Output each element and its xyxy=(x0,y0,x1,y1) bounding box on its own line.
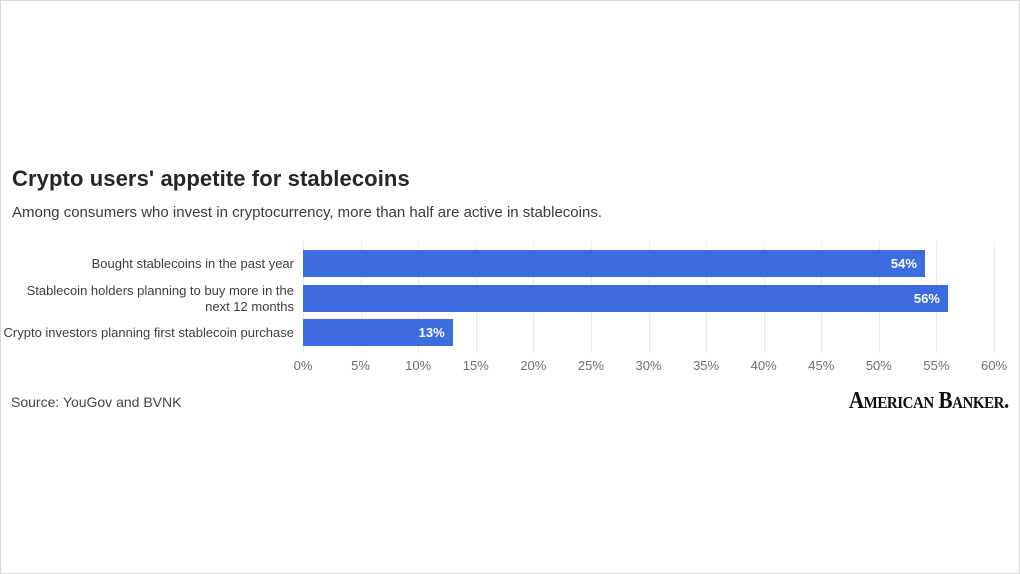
american-banker-logo: American Banker. xyxy=(848,388,1009,414)
category-label: Crypto investors planning first stableco… xyxy=(3,324,294,340)
bar: 13% xyxy=(303,319,453,346)
bar: 56% xyxy=(303,285,948,312)
x-axis-tick-label: 60% xyxy=(980,358,1008,373)
x-axis-tick-label: 25% xyxy=(577,358,604,373)
x-axis-tick-label: 35% xyxy=(693,358,720,373)
bar-value-label: 54% xyxy=(890,256,917,271)
x-axis-tick-label: 0% xyxy=(293,358,313,373)
x-axis-tick-label: 15% xyxy=(462,358,489,373)
x-axis-tick-label: 55% xyxy=(923,358,950,373)
bar-value-label: 13% xyxy=(418,325,445,340)
x-axis-tick-label: 5% xyxy=(351,358,370,373)
x-axis-tick-label: 30% xyxy=(635,358,662,373)
x-axis-tick-label: 40% xyxy=(750,358,777,373)
source-note: Source: YouGov and BVNK xyxy=(11,394,182,410)
x-axis-tick-label: 50% xyxy=(865,358,892,373)
bar-value-label: 56% xyxy=(913,291,940,306)
x-axis: 0% 5% 10% 15% 20% 25% 30% 35% 40% 45% 50% 55% 60% xyxy=(294,358,1007,376)
chart-subtitle: Among consumers who invest in cryptocurr… xyxy=(12,204,602,221)
category-label: Stablecoin holders planning to buy more … xyxy=(26,282,294,314)
plot-area: 54% 56% 13% xyxy=(303,241,995,353)
x-axis-tick-label: 45% xyxy=(808,358,835,373)
category-label: Bought stablecoins in the past year xyxy=(91,255,294,271)
bar: 54% xyxy=(303,250,925,277)
page-title: Crypto users' appetite for stablecoins xyxy=(12,166,410,191)
x-axis-tick-label: 10% xyxy=(405,358,432,373)
category-labels: Bought stablecoins in the past year Stabl… xyxy=(1,241,294,353)
gridline xyxy=(994,241,995,353)
bar-chart: Bought stablecoins in the past year Stabl… xyxy=(1,241,1019,381)
x-axis-tick-label: 20% xyxy=(520,358,547,373)
